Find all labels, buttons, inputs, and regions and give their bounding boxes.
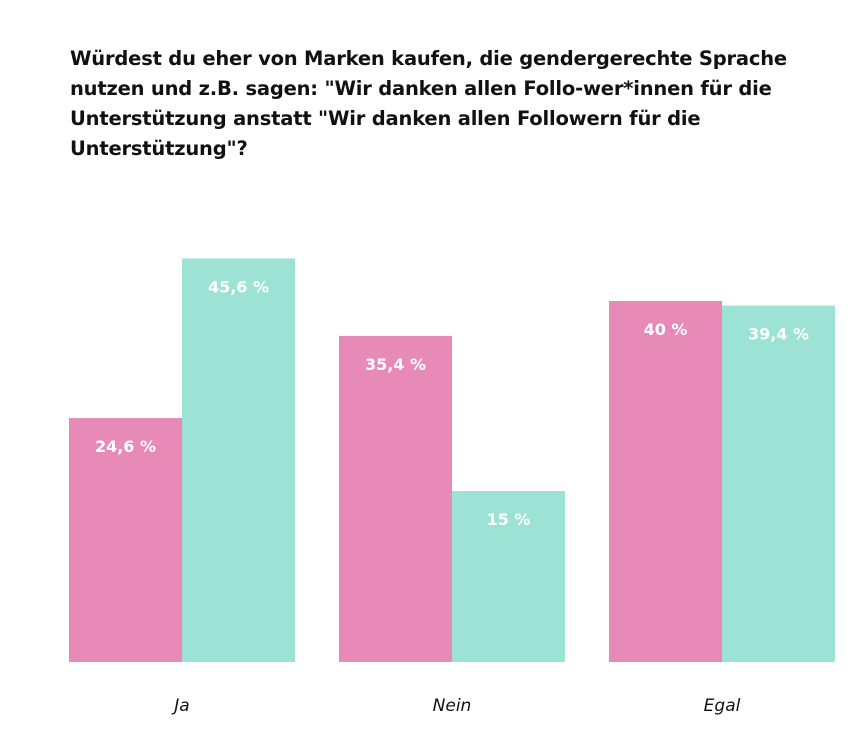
category-label: Egal [704,696,741,716]
bar-ja-2 [182,258,295,662]
bar-nein-2 [452,491,565,662]
bar-ja-1 [69,418,182,662]
category-label: Ja [171,696,189,716]
bar-nein-1 [339,335,452,662]
data-label: 35,4 % [365,355,426,374]
bar-egal-2 [722,305,835,662]
chart-title: Würdest du eher von Marken kaufen, die g… [70,47,787,160]
data-label: 45,6 % [208,277,269,296]
data-label: 39,4 % [748,325,809,344]
bar-egal-1 [609,301,722,662]
data-label: 40 % [644,320,688,339]
data-label: 24,6 % [95,437,156,456]
category-label: Nein [433,696,472,716]
data-label: 15 % [487,510,531,529]
